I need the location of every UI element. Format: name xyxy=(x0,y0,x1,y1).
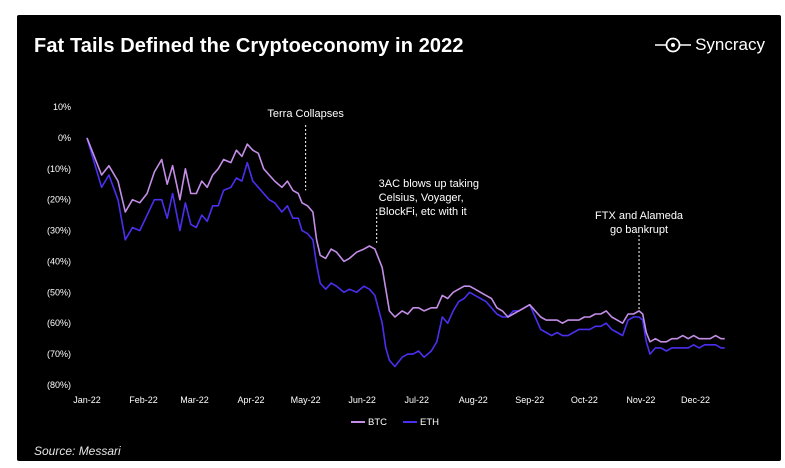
y-tick-label: (40%) xyxy=(47,256,71,266)
chart-frame: Fat Tails Defined the Cryptoeconomy in 2… xyxy=(17,15,781,461)
x-tick-label: May-22 xyxy=(291,395,321,405)
y-tick-label: (50%) xyxy=(47,287,71,297)
x-tick-label: Dec-22 xyxy=(681,395,710,405)
annotation-label: go bankrupt xyxy=(610,224,668,236)
y-tick-label: (80%) xyxy=(47,380,71,390)
x-tick-label: Aug-22 xyxy=(459,395,488,405)
x-tick-label: Nov-22 xyxy=(626,395,655,405)
y-tick-label: (60%) xyxy=(47,318,71,328)
annotation-label: BlockFi, etc with it xyxy=(379,206,467,218)
annotation-label: FTX and Alameda xyxy=(595,210,684,222)
x-tick-label: Oct-22 xyxy=(571,395,598,405)
y-tick-label: (20%) xyxy=(47,195,71,205)
annotation-label: Terra Collapses xyxy=(267,108,344,120)
y-tick-label: (10%) xyxy=(47,164,71,174)
x-tick-label: Jul-22 xyxy=(405,395,430,405)
line-chart: 10% 0% (10%) (20%) (30%) (40%) (50%) (60%) (70%)… xyxy=(47,102,725,428)
y-tick-label: 10% xyxy=(53,102,71,112)
series-line-btc xyxy=(86,137,725,343)
x-tick-label: Feb-22 xyxy=(129,395,158,405)
annotation-label: Celsius, Voyager, xyxy=(379,192,464,204)
x-tick-label: Jan-22 xyxy=(73,395,101,405)
legend-label-eth: ETH xyxy=(420,417,439,428)
series-line-eth xyxy=(86,137,725,368)
x-tick-label: Sep-22 xyxy=(515,395,544,405)
source-note: Source: Messari xyxy=(34,444,121,458)
brand-logo: Syncracy xyxy=(655,35,765,55)
y-tick-label: (70%) xyxy=(47,349,71,359)
y-tick-label: (30%) xyxy=(47,226,71,236)
legend-label-btc: BTC xyxy=(368,417,387,428)
x-tick-label: Mar-22 xyxy=(180,395,209,405)
syncracy-logo-icon xyxy=(655,37,692,53)
chart-title: Fat Tails Defined the Cryptoeconomy in 2… xyxy=(34,35,464,57)
brand-name: Syncracy xyxy=(695,35,765,54)
x-tick-label: Apr-22 xyxy=(237,395,264,405)
x-tick-label: Jun-22 xyxy=(348,395,376,405)
annotation-label: 3AC blows up taking xyxy=(379,178,479,190)
y-tick-label: 0% xyxy=(58,133,71,143)
